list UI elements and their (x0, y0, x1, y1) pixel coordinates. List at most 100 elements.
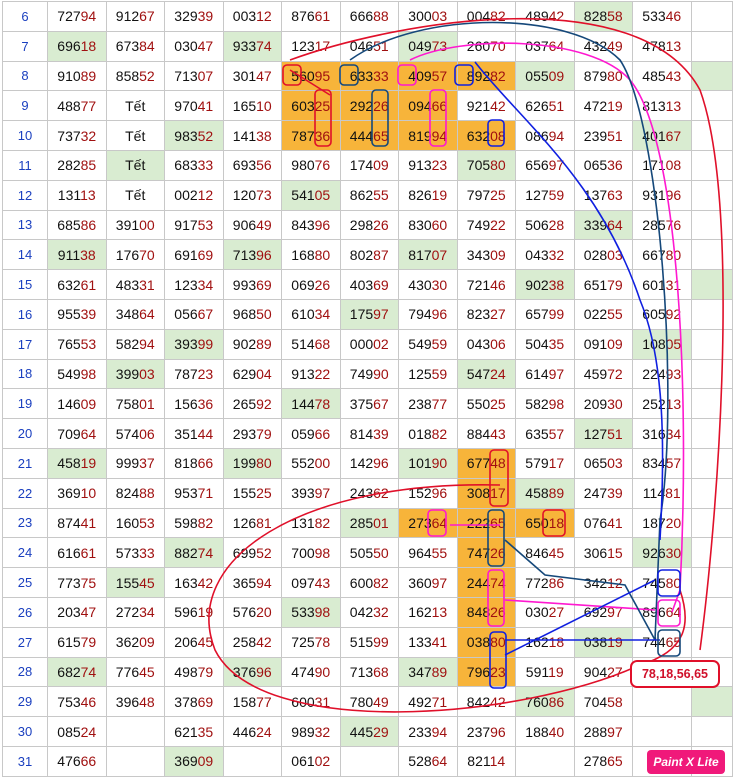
result-cell: 05509 (515, 60, 575, 92)
number-head: 176 (115, 246, 140, 263)
result-cell: 99937 (105, 447, 165, 479)
number-tail: 15 (607, 544, 623, 561)
number-head: 285 (642, 216, 666, 233)
number-tail: 98 (80, 365, 97, 382)
number-tail: 42 (256, 634, 272, 651)
result-cell: 67748 (456, 447, 516, 479)
number-tail: 47 (197, 38, 214, 55)
number-head: 673 (115, 38, 140, 55)
number-head: 125 (408, 365, 432, 382)
result-cell: 23877 (398, 388, 458, 420)
number-tail: 30 (431, 276, 448, 293)
result-cell: 36910 (47, 477, 107, 509)
number-tail: 97 (431, 574, 448, 591)
number-head: 650 (525, 514, 549, 531)
number-head: 533 (291, 604, 315, 621)
number-head: 970 (174, 97, 198, 114)
number-head: 258 (232, 634, 257, 651)
result-cell: 48331 (105, 269, 165, 300)
number-head: 049 (408, 38, 432, 55)
number-tail: 30 (607, 395, 623, 412)
number-head: 828 (583, 8, 608, 25)
result-cell: 29226 (339, 90, 399, 122)
table-row: 18 54998 39903 78723 62904 91322 74990 12559 547… (2, 358, 733, 390)
number-tail: 28 (548, 216, 565, 233)
result-cell: 18720 (632, 507, 692, 539)
table-row: 25 77375 15545 16342 36594 09743 60082 36097 244… (2, 567, 733, 598)
result-cell: 04232 (339, 596, 399, 628)
table-row: 30 08524 62135 44624 98932 44529 23394 23796 188… (2, 716, 733, 747)
number-tail: 66 (80, 753, 97, 770)
number-head: 059 (291, 425, 315, 442)
result-cell (690, 269, 733, 300)
result-cell: 70458 (573, 686, 633, 718)
table-row: 29 75346 39648 37869 15877 60031 78049 49271 842… (2, 686, 733, 718)
result-cell: 83457 (632, 447, 692, 479)
number-head: Tết (125, 157, 146, 174)
number-tail: 59 (431, 365, 448, 382)
number-head: 744 (642, 634, 666, 651)
number-tail: 97 (607, 604, 623, 621)
number-head: 376 (232, 663, 257, 680)
number-head: 610 (291, 306, 315, 323)
number-head: 749 (349, 365, 374, 382)
result-cell: 61579 (47, 626, 107, 658)
number-tail: 85 (80, 157, 97, 174)
result-cell: 50435 (515, 328, 575, 360)
number-head: 713 (349, 663, 374, 680)
result-cell: 90238 (515, 269, 575, 300)
result-cell: 12334 (164, 269, 224, 300)
number-tail: 32 (80, 127, 97, 144)
number-head: 823 (466, 306, 491, 323)
result-cell: 72794 (47, 1, 107, 32)
number-tail: 17 (490, 485, 506, 502)
number-tail: 80 (490, 634, 506, 651)
number-tail: 47 (256, 67, 272, 84)
number-head: 705 (466, 157, 491, 174)
result-cell: 79496 (398, 298, 458, 330)
number-head: 514 (291, 336, 315, 353)
day-label: 12 (2, 179, 48, 211)
result-cell: 03027 (515, 596, 575, 628)
result-cell: 98076 (281, 149, 341, 181)
result-cell: 56095 (281, 60, 341, 92)
number-head: 713 (232, 246, 257, 263)
number-head: 745 (642, 574, 666, 591)
number-tail: 36 (314, 127, 331, 144)
result-cell: 23796 (456, 716, 516, 747)
result-cell: 97041 (164, 90, 224, 122)
result-cell: 74726 (456, 537, 516, 569)
number-head: 188 (525, 723, 549, 740)
number-head: 693 (232, 157, 257, 174)
number-head: 158 (232, 693, 257, 710)
result-cell: 63261 (47, 269, 107, 300)
number-head: 550 (466, 395, 491, 412)
result-cell: 03880 (456, 626, 516, 658)
number-head: 030 (525, 604, 549, 621)
number-head: 131 (291, 514, 315, 531)
number-head: 896 (642, 604, 666, 621)
number-head: 983 (174, 127, 198, 144)
number-tail: 96 (256, 246, 272, 263)
number-head: 065 (583, 455, 608, 472)
number-tail: 55 (607, 306, 623, 323)
number-head: 365 (232, 574, 257, 591)
number-head: Tết (125, 187, 146, 204)
result-cell (222, 745, 282, 777)
number-head: 065 (583, 157, 608, 174)
result-cell: 68586 (47, 209, 107, 241)
number-tail: 41 (431, 634, 448, 651)
result-cell: 49271 (398, 686, 458, 718)
number-tail: 52 (139, 67, 155, 84)
number-tail: 13 (80, 187, 96, 204)
number-tail: 09 (548, 67, 565, 84)
number-head: 725 (291, 634, 315, 651)
number-tail: 24 (80, 723, 97, 740)
number-tail: 73 (431, 38, 448, 55)
paint-x-lite-badge[interactable]: Paint X Lite (647, 750, 725, 774)
result-cell: 17108 (632, 149, 692, 181)
day-label: 18 (2, 358, 48, 390)
table-row: 9 48877 Tết 97041 16510 60325 29226 09466 92142 6… (2, 90, 733, 122)
result-cell: 00002 (339, 328, 399, 360)
